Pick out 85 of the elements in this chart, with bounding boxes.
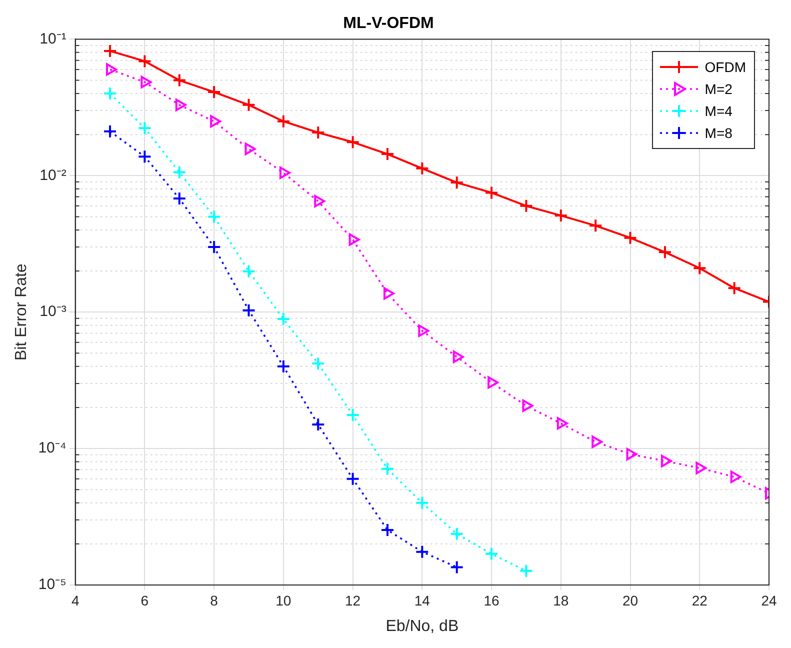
legend-label: M=2 — [704, 81, 732, 98]
point — [103, 86, 118, 100]
point — [210, 115, 222, 128]
point — [727, 281, 742, 296]
y-tick-label: 10⁻⁴ — [38, 440, 66, 457]
x-tick-label: 8 — [210, 592, 218, 608]
point — [484, 546, 499, 561]
point — [346, 472, 360, 486]
point — [244, 142, 256, 156]
point — [696, 462, 707, 474]
point — [207, 210, 222, 224]
point — [311, 126, 326, 140]
x-tick-label: 14 — [414, 592, 430, 608]
point — [588, 218, 603, 233]
x-tick-label: 16 — [484, 592, 500, 608]
point — [311, 356, 326, 371]
point — [522, 400, 534, 412]
point — [172, 165, 186, 180]
x-tick-label: 24 — [761, 592, 777, 608]
point — [383, 287, 394, 300]
point — [207, 240, 222, 254]
point — [415, 161, 430, 176]
chart-title: ML-V-OFDM — [343, 15, 434, 32]
point — [450, 526, 464, 541]
y-tick-label: 10⁻¹ — [40, 30, 66, 48]
x-tick-label: 6 — [140, 592, 149, 608]
point — [592, 436, 603, 448]
point — [311, 418, 326, 432]
point — [138, 121, 152, 136]
x-tick-label: 10 — [276, 592, 292, 608]
point — [106, 63, 118, 76]
point — [452, 350, 464, 364]
point — [346, 135, 360, 150]
point — [279, 166, 290, 179]
point — [556, 417, 568, 430]
point — [138, 150, 152, 164]
point — [314, 194, 326, 208]
y-tick-label: 10⁻² — [40, 166, 66, 184]
y-tick-label: 10⁻⁵ — [38, 576, 66, 594]
point — [103, 44, 118, 58]
y-tick-label: 10⁻³ — [40, 303, 66, 320]
point — [172, 73, 186, 88]
y-axis-title: Bit Error Rate — [13, 264, 30, 361]
point — [450, 176, 464, 190]
point — [450, 560, 464, 574]
point — [103, 124, 118, 138]
x-axis-title: Eb/No, dB — [386, 618, 459, 635]
point — [660, 454, 672, 468]
x-tick-label: 4 — [71, 592, 80, 608]
legend-label: M=4 — [704, 103, 732, 120]
point — [172, 192, 186, 206]
x-tick-label: 20 — [622, 592, 638, 608]
point — [415, 544, 430, 559]
point — [692, 261, 707, 276]
point — [242, 98, 256, 112]
point — [175, 98, 186, 112]
point — [415, 496, 430, 510]
point — [242, 303, 256, 318]
point — [242, 264, 256, 278]
point — [380, 462, 394, 476]
point — [276, 114, 290, 128]
point — [484, 186, 499, 200]
point — [623, 230, 638, 245]
point — [140, 76, 152, 88]
point — [418, 324, 430, 337]
point — [519, 564, 534, 578]
point — [626, 448, 638, 460]
point — [207, 85, 222, 100]
point — [276, 312, 290, 326]
point — [346, 408, 360, 422]
x-tick-label: 22 — [692, 592, 708, 608]
point — [138, 54, 152, 68]
point — [519, 198, 534, 213]
x-tick-label: 12 — [345, 592, 361, 608]
point — [380, 522, 394, 537]
point — [730, 470, 742, 484]
point — [554, 208, 568, 223]
point — [658, 245, 672, 260]
point — [348, 233, 360, 246]
x-tick-label: 18 — [553, 592, 569, 608]
legend-label: OFDM — [704, 59, 746, 76]
point — [380, 147, 394, 162]
legend-label: M=8 — [704, 125, 732, 142]
point — [488, 376, 499, 389]
point — [276, 359, 290, 374]
